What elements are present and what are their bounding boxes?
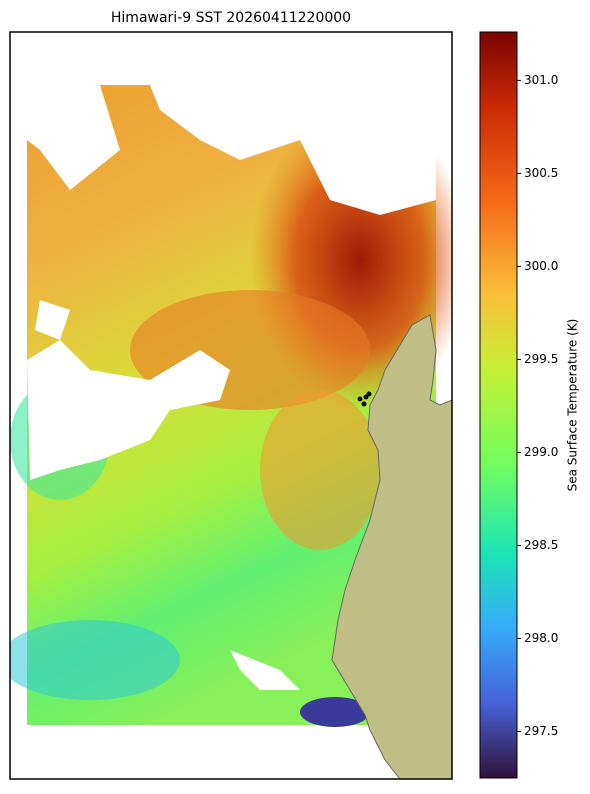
colorbar-label: Sea Surface Temperature (K) [566, 319, 580, 492]
map [10, 85, 452, 779]
warm-tongue [260, 390, 380, 550]
colorbar-tick-label: 298.5 [524, 538, 558, 552]
colorbar-tick-label: 298.0 [524, 631, 558, 645]
title: Himawari-9 SST 20260411220000 [111, 10, 351, 26]
colorbar-tick-label: 299.5 [524, 352, 558, 366]
colorbar-tick-label: 297.5 [524, 724, 558, 738]
cool-patch [10, 620, 180, 700]
cool-patch [300, 697, 370, 727]
colorbar-tick-label: 300.5 [524, 166, 558, 180]
colorbar [479, 31, 518, 779]
land [331, 314, 452, 779]
station-markers [357, 391, 372, 407]
colorbar-tick-label: 301.0 [524, 73, 558, 87]
colorbar-tick-label: 300.0 [524, 259, 558, 273]
map-frame [9, 31, 453, 780]
colorbar-tick-label: 299.0 [524, 445, 558, 459]
cloud-mask [27, 85, 436, 690]
